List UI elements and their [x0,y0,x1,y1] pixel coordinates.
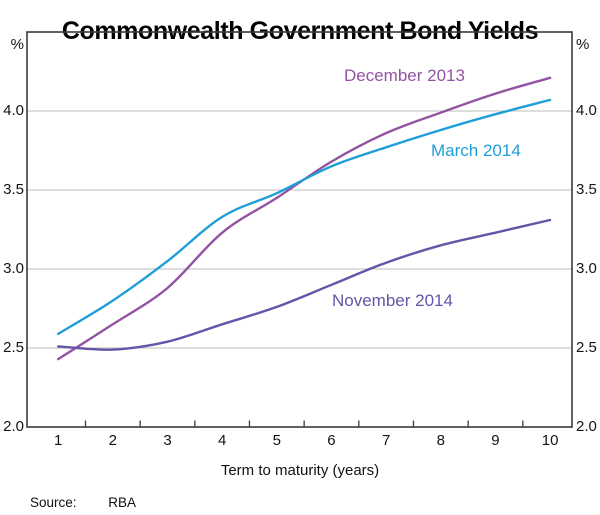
source-row: Source: RBA [30,495,136,510]
x-axis-label-7: 7 [381,432,391,449]
x-axis-label-4: 4 [217,432,227,449]
series-label-november-2014: November 2014 [332,291,453,310]
series-label-december-2013: December 2013 [344,66,465,85]
x-axis-label-1: 1 [53,432,63,449]
y-axis-label-right-3.0: 3.0 [576,260,597,277]
series-line-november-2014 [57,218,552,351]
y-axis-label-right-2.5: 2.5 [576,339,597,356]
x-axis-label-2: 2 [108,432,117,449]
source-label: Source: [30,495,77,510]
x-axis-title: Term to maturity (years) [220,462,380,479]
y-axis-label-left-2.5: 2.5 [3,339,24,356]
plot-frame [26,31,573,428]
y-axis-unit-right: % [576,36,590,53]
source-value: RBA [108,495,137,510]
x-axis-label-9: 9 [491,432,500,449]
y-axis-label-left-3.0: 3.0 [3,260,24,277]
x-axis-label-8: 8 [436,432,445,449]
y-axis-label-right-2.0: 2.0 [576,418,597,435]
series-label-march-2014: March 2014 [431,141,521,160]
x-axis-label-10: 10 [541,432,559,449]
y-axis-label-left-3.5: 3.5 [3,181,24,198]
y-axis-label-left-2.0: 2.0 [3,418,24,435]
y-axis-label-left-4.0: 4.0 [3,102,24,119]
x-axis-label-3: 3 [163,432,172,449]
chart-title: Commonwealth Government Bond Yields [61,16,539,45]
y-axis-unit-left: % [10,36,24,53]
x-axis-label-6: 6 [327,432,336,449]
x-axis-label-5: 5 [272,432,281,449]
y-axis-label-right-3.5: 3.5 [576,181,597,198]
y-axis-label-right-4.0: 4.0 [576,102,597,119]
series-line-march-2014 [57,98,552,335]
series-line-december-2013 [57,76,552,361]
